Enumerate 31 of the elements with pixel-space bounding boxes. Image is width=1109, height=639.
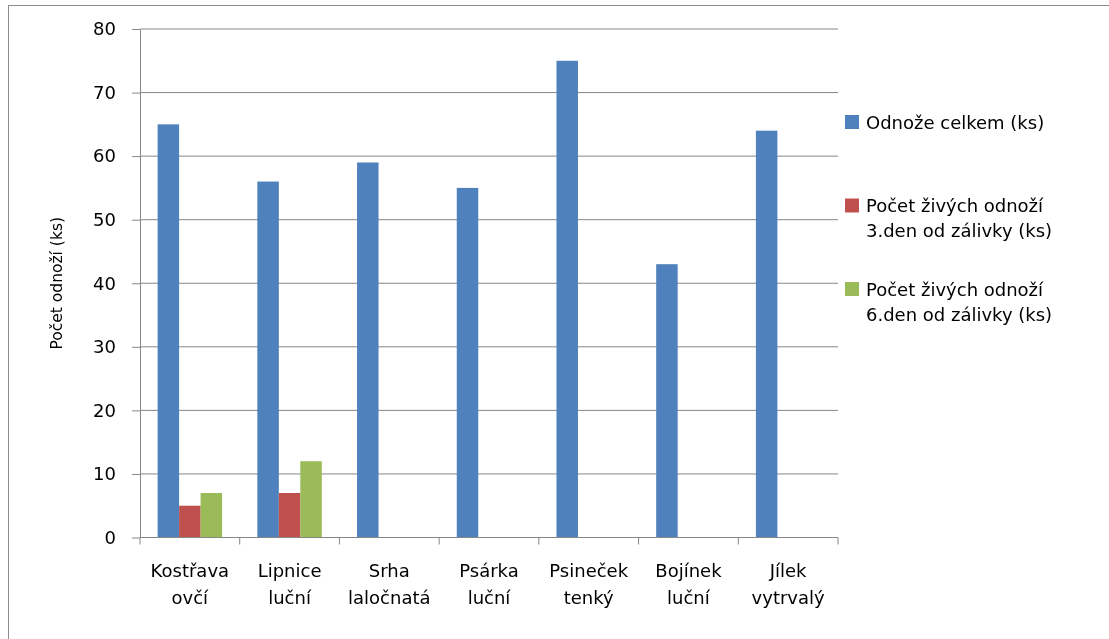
bar xyxy=(278,493,301,538)
y-axis-title: Počet odnoží (ks) xyxy=(48,217,66,350)
x-tick-label: Lipnice luční xyxy=(257,560,322,608)
x-tick-label: Kostřava ovčí xyxy=(150,560,230,608)
bar xyxy=(257,181,279,538)
bar xyxy=(656,264,678,538)
y-tick-label: 0 xyxy=(104,526,116,548)
y-tick-label: 80 xyxy=(93,18,116,40)
y-tick-label: 50 xyxy=(93,208,116,230)
x-tick-label: Jílek vytrvalý xyxy=(751,560,826,608)
bar xyxy=(357,162,379,538)
y-tick-label: 30 xyxy=(93,336,116,358)
y-tick-label: 40 xyxy=(93,272,116,294)
bar xyxy=(200,493,223,538)
legend-label: Počet živých odnoží 6.den od zálivky (ks) xyxy=(866,278,1053,325)
bar xyxy=(556,60,578,538)
x-tick-label: Bojínek luční xyxy=(655,560,723,608)
legend-label: Počet živých odnoží 3.den od zálivky (ks) xyxy=(866,195,1053,241)
y-tick-label: 20 xyxy=(93,399,116,421)
y-tick-label: 10 xyxy=(93,463,116,485)
y-tick-label: 60 xyxy=(93,145,116,167)
x-tick-label: Srha laločnatá xyxy=(348,560,431,608)
bar xyxy=(456,187,479,538)
bar xyxy=(755,130,778,538)
x-tick-label: Psineček tenký xyxy=(549,560,629,608)
bar xyxy=(300,461,322,538)
x-tick-label: Psárka luční xyxy=(459,560,519,608)
bar xyxy=(157,124,180,538)
y-tick-label: 70 xyxy=(93,81,116,103)
bar xyxy=(179,505,201,538)
legend-label: Odnože celkem (ks) xyxy=(866,111,1045,133)
